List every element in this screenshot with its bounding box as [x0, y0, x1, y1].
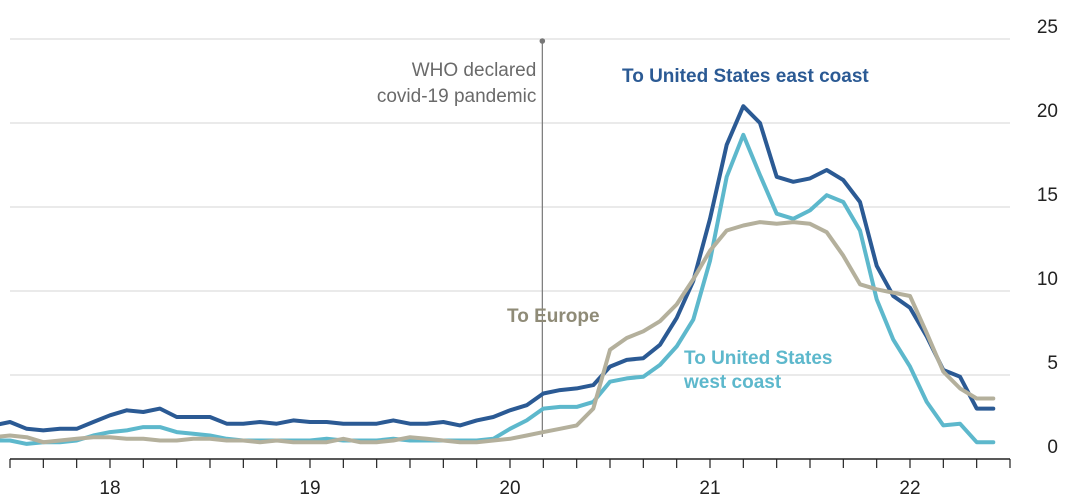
- annotation-line-1: WHO declared: [412, 60, 537, 81]
- series-lines: [0, 104, 996, 446]
- series-label-west-coast: west coast: [683, 372, 782, 393]
- series-line-europe: [0, 220, 996, 445]
- grid-lines: [10, 38, 1010, 376]
- y-tick-label: 10: [1037, 269, 1058, 290]
- y-tick-label: 5: [1047, 353, 1058, 374]
- series-line-east-coast: [0, 104, 996, 433]
- series-label-east-coast: To United States east coast: [622, 66, 869, 87]
- x-tick-label: 22: [899, 478, 920, 498]
- y-axis-tick-labels: 0 5 10 15 20 25: [1037, 17, 1058, 458]
- y-tick-label: 20: [1037, 101, 1058, 122]
- x-tick-label: 18: [99, 478, 120, 498]
- x-tick-label: 20: [499, 478, 520, 498]
- series-label-west-coast: To United States: [684, 348, 833, 369]
- x-tick-label: 19: [299, 478, 320, 498]
- series-label-europe: To Europe: [507, 306, 600, 327]
- x-axis: 18 19 20 21 22: [9, 458, 1011, 498]
- x-tick-label: 21: [699, 478, 720, 498]
- y-tick-label: 15: [1037, 185, 1058, 206]
- series-labels: To United States east coast To United Sta…: [507, 66, 869, 393]
- pandemic-annotation: WHO declared covid-19 pandemic: [377, 38, 546, 437]
- annotation-line-2: covid-19 pandemic: [377, 86, 536, 107]
- y-tick-label: 0: [1047, 437, 1058, 458]
- pandemic-marker-dot: [539, 38, 546, 44]
- y-tick-label: 25: [1037, 17, 1058, 38]
